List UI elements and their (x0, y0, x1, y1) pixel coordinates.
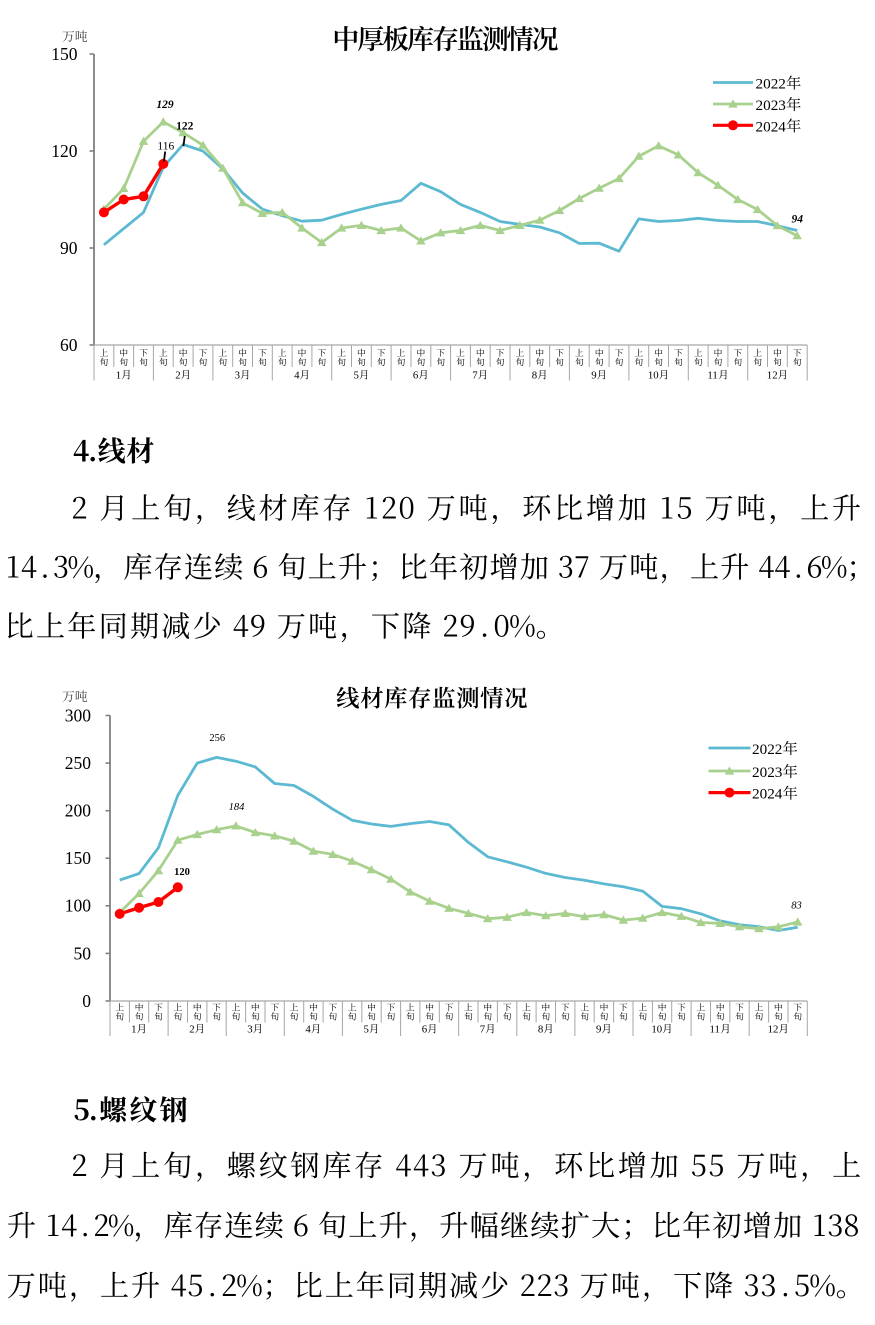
svg-text:4: 4 (305, 1024, 311, 1036)
svg-text:2023: 2023 (756, 97, 786, 114)
svg-text:5: 5 (354, 370, 359, 382)
svg-text:6: 6 (422, 1024, 428, 1036)
svg-text:116: 116 (157, 140, 174, 152)
svg-text:11: 11 (710, 1024, 720, 1036)
svg-text:120: 120 (51, 141, 78, 161)
svg-text:129: 129 (156, 99, 174, 111)
svg-text:11: 11 (707, 370, 717, 382)
svg-text:2022: 2022 (752, 741, 782, 758)
svg-text:7: 7 (480, 1024, 486, 1036)
svg-text:12: 12 (768, 1024, 779, 1036)
svg-text:2: 2 (175, 370, 180, 382)
svg-text:94: 94 (792, 214, 804, 226)
svg-text:256: 256 (209, 733, 225, 744)
svg-text:150: 150 (65, 848, 92, 868)
svg-text:184: 184 (229, 802, 246, 813)
svg-text:0: 0 (82, 991, 91, 1011)
svg-text:2022: 2022 (756, 76, 786, 93)
svg-text:10: 10 (651, 1024, 662, 1036)
svg-text:9: 9 (591, 370, 596, 382)
svg-text:300: 300 (65, 705, 92, 725)
svg-text:12: 12 (767, 370, 778, 382)
svg-text:10: 10 (648, 370, 659, 382)
svg-text:50: 50 (74, 943, 92, 963)
svg-text:100: 100 (65, 896, 92, 916)
svg-text:6: 6 (413, 370, 419, 382)
svg-text:9: 9 (596, 1024, 601, 1036)
svg-text:8: 8 (532, 370, 537, 382)
svg-text:90: 90 (60, 238, 78, 258)
svg-text:1: 1 (116, 370, 121, 382)
svg-text:2024: 2024 (752, 786, 783, 803)
svg-text:60: 60 (60, 335, 78, 355)
svg-text:3: 3 (247, 1024, 252, 1036)
svg-text:1: 1 (131, 1024, 136, 1036)
svg-text:2024: 2024 (756, 118, 787, 135)
svg-text:83: 83 (791, 901, 802, 912)
svg-text:200: 200 (65, 801, 92, 821)
svg-text:120: 120 (174, 867, 190, 878)
svg-text:2023: 2023 (752, 764, 782, 781)
svg-text:122: 122 (176, 120, 194, 132)
svg-text:150: 150 (51, 44, 78, 64)
svg-text:2: 2 (189, 1024, 194, 1036)
svg-text:5: 5 (364, 1024, 369, 1036)
svg-text:7: 7 (472, 370, 478, 382)
svg-text:3: 3 (235, 370, 240, 382)
svg-text:4: 4 (294, 370, 300, 382)
svg-text:8: 8 (538, 1024, 543, 1036)
svg-text:250: 250 (65, 753, 92, 773)
